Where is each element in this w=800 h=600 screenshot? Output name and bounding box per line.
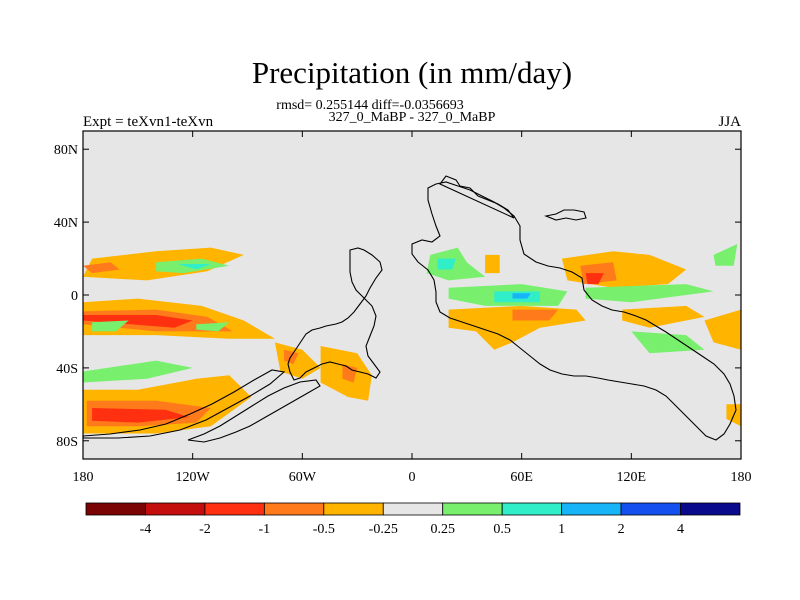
anomaly-region-s-pacific-wet-3 (83, 360, 193, 383)
plot-area (82, 130, 742, 460)
anomaly-region-n-pacific-core (83, 262, 120, 274)
x-tick-label-0: 180 (73, 470, 94, 485)
colorbar-swatch-6 (442, 502, 503, 516)
anomaly-region-africa-wet (426, 247, 486, 281)
y-tick-label-3: 40S (56, 362, 78, 377)
anomaly-region-n-pacific-wet-core (178, 264, 211, 270)
experiment-label: Expt = teXvn1-teXvn (83, 114, 214, 130)
colorbar-label-7: 1 (558, 522, 565, 537)
chart-title: Precipitation (in mm/day) (252, 55, 572, 90)
colorbar-label-0: -4 (140, 522, 152, 537)
x-tick-label-2: 60W (289, 470, 317, 485)
colorbar-label-4: -0.25 (369, 522, 398, 537)
anomaly-region-asia-dry-max (585, 273, 604, 285)
colorbar-label-5: 0.25 (430, 522, 455, 537)
anomaly-region-eq-indian-wet-max (512, 293, 531, 299)
colorbar-label-1: -2 (199, 522, 211, 537)
colorbar-swatch-4 (323, 502, 384, 516)
anomaly-region-w-pacific-wet-2 (631, 331, 705, 354)
x-tick-label-1: 120W (176, 470, 211, 485)
anomaly-region-s-atlantic-dry-core (342, 364, 358, 383)
anomaly-region-w-pacific-wet (585, 284, 714, 303)
colorbar: -4 -2 -1 -0.5 -0.25 0.25 0.5 1 2 4 (85, 502, 741, 537)
coastline-islands (544, 209, 587, 221)
colorbar-swatch-1 (145, 502, 206, 516)
season-label: JJA (718, 114, 741, 130)
anomaly-region-w-pacific-dry (622, 305, 705, 328)
anomaly-region-s-pacific-wet-2 (196, 322, 230, 332)
colorbar-swatch-5 (382, 502, 444, 516)
colorbar-swatch-0 (85, 502, 146, 516)
anomaly-region-andes-dry-core (284, 349, 299, 365)
x-tick-label-3: 0 (409, 470, 416, 485)
anomaly-region-africa-wet-core (437, 258, 456, 270)
colorbar-label-3: -0.5 (313, 522, 335, 537)
y-tick-label-2: 0 (71, 289, 78, 304)
colorbar-label-9: 4 (677, 522, 684, 537)
anomaly-region-e-pacific-dry (704, 309, 741, 350)
coastline-south-america (287, 247, 383, 381)
coastline-antarctic-ridge (187, 379, 321, 443)
coastline-arctic (439, 175, 515, 219)
colorbar-label-2: -1 (259, 522, 271, 537)
anomaly-region-s-pacific-wet (92, 320, 129, 332)
coastline-africa-asia (411, 181, 737, 441)
coastline (82, 175, 737, 443)
x-tick-label-5: 120E (617, 470, 647, 485)
colorbar-swatch-3 (263, 502, 325, 516)
x-tick-label-4: 60E (510, 470, 533, 485)
colorbar-swatch-9 (620, 502, 681, 516)
colorbar-label-6: 0.5 (493, 522, 511, 537)
anomaly-region-southern-ocean-dry-core (92, 408, 189, 423)
y-tick-label-4: 80S (56, 435, 78, 450)
anomaly-region-s-pacific-dry-core (83, 315, 193, 328)
coastline-southern-rim (82, 369, 286, 439)
x-axis: 180 120W 60W 0 60E 120E 180 (73, 131, 752, 485)
colorbar-label-8: 2 (618, 522, 625, 537)
anomaly-region-indian-dry-core (512, 309, 559, 321)
colorbar-swatch-10 (680, 502, 741, 516)
stats-line: rmsd= 0.255144 diff=-0.0356693 (276, 98, 463, 113)
anomaly-field (83, 244, 741, 434)
colorbar-swatch-2 (204, 502, 265, 516)
colorbar-swatch-7 (501, 502, 563, 516)
colorbar-swatch-8 (561, 502, 622, 516)
y-axis: 80N 40N 0 40S 80S (54, 143, 741, 450)
anomaly-region-tropics-wet-east (713, 244, 738, 266)
period-line: 327_0_MaBP - 327_0_MaBP (329, 110, 496, 125)
y-tick-label-1: 40N (54, 216, 78, 231)
anomaly-region-africa-dry (485, 254, 500, 274)
y-tick-label-0: 80N (54, 143, 78, 158)
x-tick-label-6: 180 (731, 470, 752, 485)
